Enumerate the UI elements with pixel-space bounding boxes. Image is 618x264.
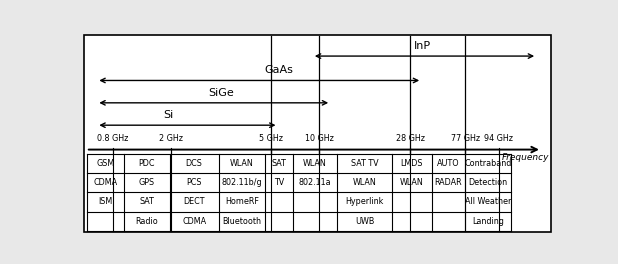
Text: 0.8 GHz: 0.8 GHz (98, 134, 129, 144)
Text: 28 GHz: 28 GHz (396, 134, 425, 144)
Text: Frequency: Frequency (502, 153, 549, 162)
Text: Si: Si (163, 110, 174, 120)
Text: 2 GHz: 2 GHz (159, 134, 183, 144)
Text: WLAN: WLAN (303, 159, 327, 168)
Text: WLAN: WLAN (400, 178, 424, 187)
Text: InP: InP (413, 41, 431, 51)
Text: UWB: UWB (355, 217, 375, 226)
Text: 77 GHz: 77 GHz (451, 134, 480, 144)
Text: All Weather: All Weather (465, 197, 511, 206)
Text: SAT: SAT (140, 197, 154, 206)
Text: Bluetooth: Bluetooth (222, 217, 261, 226)
Text: DCS: DCS (185, 159, 203, 168)
Text: ISM: ISM (98, 197, 112, 206)
Text: CDMA: CDMA (93, 178, 117, 187)
Text: Hyperlink: Hyperlink (345, 197, 384, 206)
Text: 802.11b/g: 802.11b/g (222, 178, 262, 187)
Text: HomeRF: HomeRF (225, 197, 259, 206)
Text: AUTO: AUTO (437, 159, 460, 168)
Text: CDMA: CDMA (182, 217, 206, 226)
Text: 94 GHz: 94 GHz (485, 134, 513, 144)
Text: GPS: GPS (139, 178, 155, 187)
Text: RADAR: RADAR (434, 178, 462, 187)
Text: Detection: Detection (468, 178, 507, 187)
Text: 802.11a: 802.11a (298, 178, 331, 187)
Text: Contraband: Contraband (464, 159, 512, 168)
FancyBboxPatch shape (85, 35, 551, 232)
Text: PDC: PDC (138, 159, 155, 168)
Text: WLAN: WLAN (230, 159, 254, 168)
Text: GaAs: GaAs (264, 65, 293, 76)
Text: Landing: Landing (472, 217, 504, 226)
Text: TV: TV (274, 178, 284, 187)
Text: PCS: PCS (187, 178, 202, 187)
Text: LMDS: LMDS (400, 159, 423, 168)
Text: SiGe: SiGe (208, 88, 234, 98)
Text: Radio: Radio (135, 217, 158, 226)
Text: GSM: GSM (96, 159, 114, 168)
Text: 10 GHz: 10 GHz (305, 134, 334, 144)
Text: WLAN: WLAN (353, 178, 376, 187)
Text: SAT TV: SAT TV (351, 159, 378, 168)
Text: DECT: DECT (184, 197, 205, 206)
Text: 5 GHz: 5 GHz (259, 134, 283, 144)
Text: SAT: SAT (272, 159, 287, 168)
